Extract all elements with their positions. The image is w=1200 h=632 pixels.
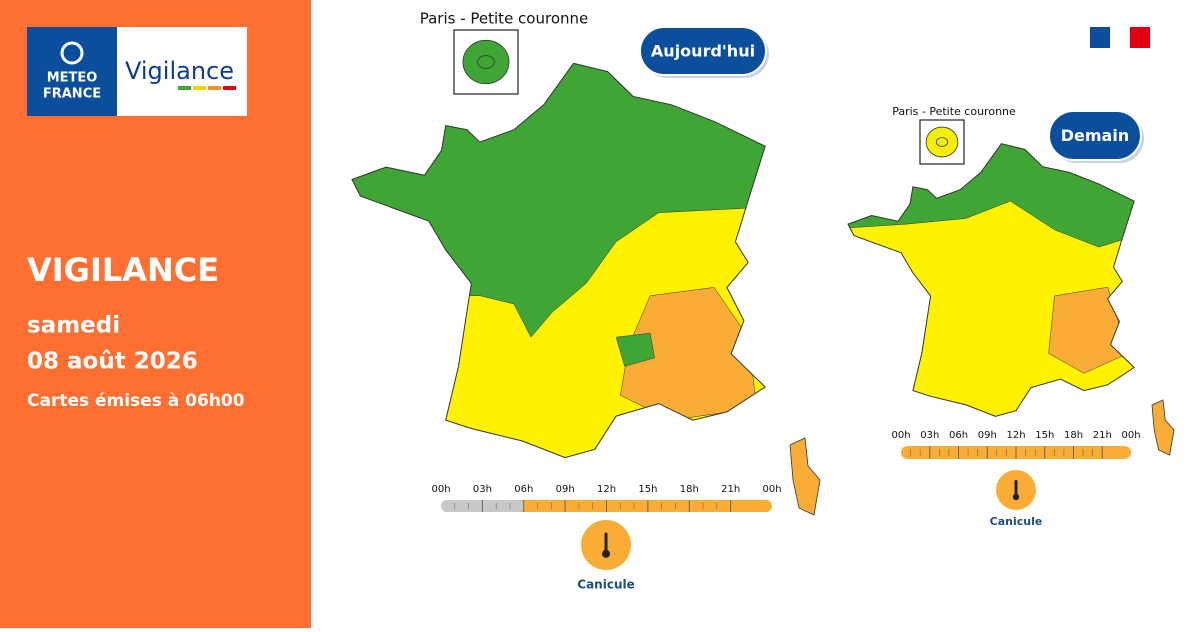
badge (1048, 110, 1142, 161)
timeline-label: 06h (949, 430, 968, 441)
timeline-label: 21h (1093, 430, 1112, 441)
thermometer-bulb (1012, 493, 1020, 501)
region-green (615, 332, 655, 367)
logo-line2: FRANCE (43, 87, 101, 102)
inset-map (925, 126, 959, 158)
flag (1090, 27, 1150, 48)
timeline-label: 00h (891, 430, 910, 441)
corsica (789, 437, 821, 516)
badge (639, 26, 767, 76)
timeline-label: 00h (1121, 430, 1140, 441)
sidebar-issued: Cartes émises à 06h00 (27, 391, 245, 411)
logo-bar (193, 86, 206, 90)
france-map (351, 62, 821, 516)
logo-bar (223, 86, 236, 90)
logo-product: Vigilance (125, 57, 234, 85)
corsica (1151, 399, 1175, 456)
timeline-label: 15h (638, 484, 657, 495)
timeline-label: 09h (978, 430, 997, 441)
sidebar-date: 08 août 2026 (27, 349, 198, 375)
inset-map (462, 39, 510, 85)
inset-paris (935, 137, 949, 147)
logo-icon (60, 41, 84, 65)
sidebar-title: VIGILANCE (27, 251, 219, 289)
badge-label: Aujourd'hui (651, 42, 755, 61)
thermometer-bulb (602, 549, 610, 558)
timeline-label: 18h (680, 484, 699, 495)
hazard-label: Canicule (577, 578, 634, 592)
timeline-label: 18h (1064, 430, 1083, 441)
region-orange (1048, 286, 1129, 374)
inset-label: Paris - Petite couronne (420, 10, 589, 28)
inset-paris (477, 55, 495, 69)
timeline-label: 03h (473, 484, 492, 495)
inset-label: Paris - Petite couronne (892, 105, 1016, 118)
logo-bar (208, 86, 221, 90)
france-outline (847, 143, 1135, 417)
timeline-label: 09h (556, 484, 575, 495)
timeline-label: 15h (1035, 430, 1054, 441)
timeline-label: 21h (721, 484, 740, 495)
logo-bar (178, 86, 191, 90)
timeline-label: 00h (431, 484, 450, 495)
timeline-label: 06h (514, 484, 533, 495)
thermometer (604, 532, 608, 553)
thermometer (1014, 480, 1018, 496)
france-outline (351, 62, 766, 459)
logo-line1: METEO (47, 71, 98, 86)
hazard-label: Canicule (990, 515, 1043, 528)
timeline-label: 00h (762, 484, 781, 495)
badge-label: Demain (1061, 126, 1129, 145)
timeline-label: 03h (920, 430, 939, 441)
timeline-label: 12h (1006, 430, 1025, 441)
sidebar-day: samedi (27, 313, 120, 339)
timeline-label: 12h (597, 484, 616, 495)
